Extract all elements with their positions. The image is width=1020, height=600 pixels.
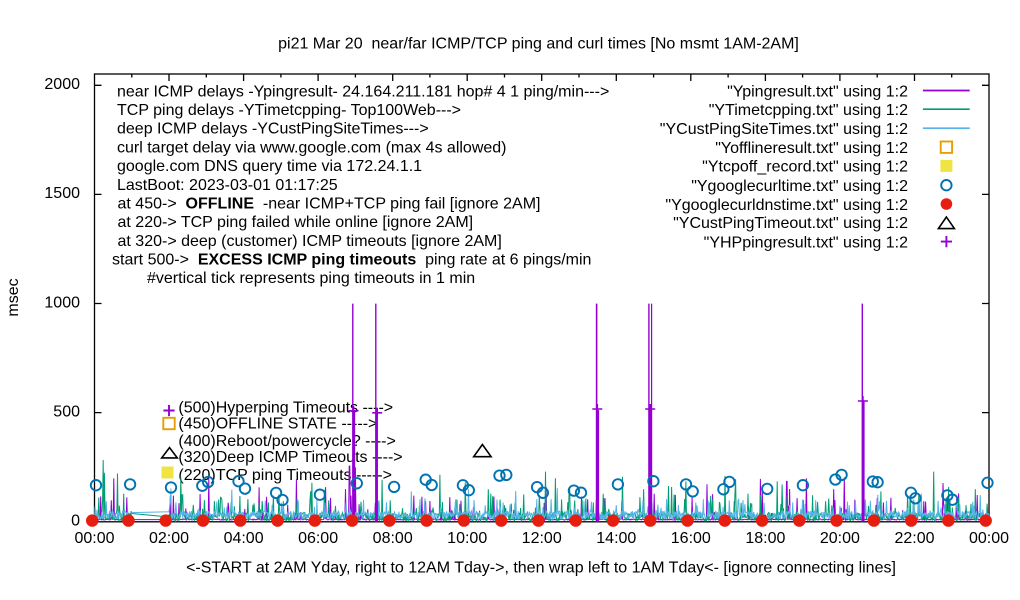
svg-text:msec: msec (5, 278, 22, 316)
svg-text:08:00: 08:00 (373, 530, 413, 547)
svg-text:start 500-> EXCESS ICMP ping: start 500-> EXCESS ICMP ping timeouts pi… (112, 252, 591, 269)
svg-text:"YCustPingTimeout.txt" using 1: "YCustPingTimeout.txt" using 1:2 (673, 215, 908, 232)
svg-text:(450)OFFLINE STATE ----->: (450)OFFLINE STATE -----> (178, 415, 377, 432)
svg-text:(220)TCP ping Timeouts ----->: (220)TCP ping Timeouts -----> (178, 467, 392, 484)
svg-text:"YHPpingresult.txt" using 1:2: "YHPpingresult.txt" using 1:2 (704, 234, 908, 251)
svg-text:at 220-> TCP ping failed while: at 220-> TCP ping failed while online [i… (118, 214, 474, 231)
svg-text:2000: 2000 (44, 76, 80, 93)
svg-text:00:00: 00:00 (969, 530, 1009, 547)
svg-text:#vertical tick represents ping: #vertical tick represents ping timeouts … (147, 270, 475, 287)
svg-text:04:00: 04:00 (224, 530, 264, 547)
svg-text:(500)Hyperping Timeouts ---->: (500)Hyperping Timeouts ----> (178, 399, 393, 416)
svg-text:02:00: 02:00 (149, 530, 189, 547)
svg-text:"YTimetcpping.txt" using 1:2: "YTimetcpping.txt" using 1:2 (709, 102, 908, 119)
svg-text:0: 0 (71, 513, 80, 530)
svg-text:"YCustPingSiteTimes.txt" using: "YCustPingSiteTimes.txt" using 1:2 (660, 121, 908, 138)
svg-text:LastBoot: 2023-03-01 01:17:25: LastBoot: 2023-03-01 01:17:25 (117, 177, 338, 194)
svg-text:"Yofflineresult.txt" using 1:2: "Yofflineresult.txt" using 1:2 (715, 140, 908, 157)
svg-text:google.com DNS query time via: google.com DNS query time via 172.24.1.1 (117, 158, 422, 175)
svg-text:(320)Deep ICMP Timeouts ---->: (320)Deep ICMP Timeouts ----> (178, 449, 402, 466)
svg-text:"Ypingresult.txt" using 1:2: "Ypingresult.txt" using 1:2 (727, 83, 908, 100)
svg-text:18:00: 18:00 (745, 530, 785, 547)
svg-text:<-START at 2AM Yday, right to: <-START at 2AM Yday, right to 12AM Tday-… (186, 560, 896, 577)
svg-text:500: 500 (53, 403, 80, 420)
svg-text:"Ygooglecurldnstime.txt" using: "Ygooglecurldnstime.txt" using 1:2 (665, 197, 908, 214)
svg-text:22:00: 22:00 (894, 530, 934, 547)
svg-text:00:00: 00:00 (74, 530, 114, 547)
svg-text:20:00: 20:00 (820, 530, 860, 547)
svg-text:at 450-> OFFLINE -near ICMP+: at 450-> OFFLINE -near ICMP+TCP ping fai… (118, 195, 541, 212)
svg-text:TCP ping delays -YTimetcpping-: TCP ping delays -YTimetcpping- Top100Web… (117, 102, 461, 119)
svg-text:12:00: 12:00 (522, 530, 562, 547)
svg-text:at 320-> deep (customer) ICMP: at 320-> deep (customer) ICMP timeouts [… (118, 233, 502, 250)
svg-text:1500: 1500 (44, 185, 80, 202)
svg-text:deep ICMP delays -YCustPingSit: deep ICMP delays -YCustPingSiteTimes---> (117, 121, 429, 138)
svg-text:curl target delay via www.goog: curl target delay via www.google.com (ma… (117, 139, 507, 156)
svg-text:14:00: 14:00 (596, 530, 636, 547)
svg-text:pi21 Mar 20 near/far ICMP/TCP: pi21 Mar 20 near/far ICMP/TCP ping and c… (278, 36, 799, 53)
svg-text:near ICMP delays -Ypingresult-: near ICMP delays -Ypingresult- 24.164.21… (117, 83, 609, 100)
svg-text:(400)Reboot/powercycle? ---->: (400)Reboot/powercycle? ----> (178, 433, 395, 450)
svg-text:"Ytcpoff_record.txt" using 1:2: "Ytcpoff_record.txt" using 1:2 (702, 159, 908, 176)
svg-text:"Ygooglecurltime.txt" using 1:: "Ygooglecurltime.txt" using 1:2 (691, 178, 908, 195)
svg-text:1000: 1000 (44, 294, 80, 311)
svg-text:06:00: 06:00 (298, 530, 338, 547)
svg-text:10:00: 10:00 (447, 530, 487, 547)
svg-text:16:00: 16:00 (671, 530, 711, 547)
